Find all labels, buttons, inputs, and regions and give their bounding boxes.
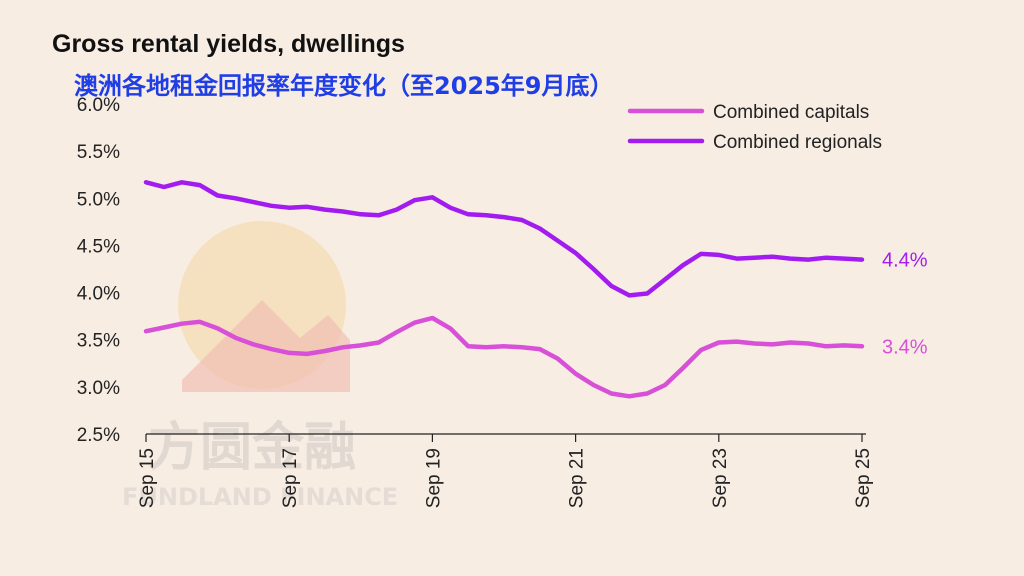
x-tick-label: Sep 21: [567, 448, 588, 508]
watermark-logo: 方圆金融 FUNDLAND FINANCE: [122, 221, 398, 511]
y-tick-label: 3.0%: [77, 378, 120, 399]
legend: Combined capitals Combined regionals: [627, 102, 882, 153]
chart-subtitle: 澳洲各地租金回报率年度变化（至2025年9月底）: [74, 72, 614, 100]
end-labels: 3.4% 4.4%: [882, 250, 928, 359]
legend-label: Combined capitals: [713, 102, 869, 123]
x-tick-label: Sep 23: [710, 448, 731, 508]
y-tick-label: 5.0%: [77, 189, 120, 210]
end-label-capitals: 3.4%: [882, 336, 928, 358]
chart-title: Gross rental yields, dwellings: [52, 30, 405, 58]
x-tick-marks: Sep 15 Sep 17 Sep 19 Sep 21 Sep 23 Sep 25: [137, 434, 874, 508]
watermark-text-en: FUNDLAND FINANCE: [122, 483, 398, 511]
series-lines: [143, 180, 865, 399]
x-tick-label: Sep 19: [423, 448, 444, 508]
x-tick-label: Sep 25: [853, 448, 874, 508]
y-tick-label: 3.5%: [77, 331, 120, 352]
y-tick-label: 6.0%: [77, 95, 120, 116]
y-tick-label: 4.0%: [77, 284, 120, 305]
x-tick-label: Sep 15: [137, 448, 158, 508]
y-tick-labels: 2.5% 3.0% 3.5% 4.0% 4.5% 5.0% 5.5% 6.0%: [77, 95, 120, 446]
y-tick-label: 4.5%: [77, 236, 120, 257]
series-line-regionals: [143, 180, 865, 298]
y-tick-label: 5.5%: [77, 142, 120, 163]
x-tick-label: Sep 17: [280, 448, 301, 508]
y-tick-label: 2.5%: [77, 425, 120, 446]
watermark-circle: [178, 221, 346, 389]
legend-label: Combined regionals: [713, 132, 882, 153]
series-line-capitals: [143, 315, 865, 399]
end-label-regionals: 4.4%: [882, 250, 928, 272]
watermark-text-cn: 方圆金融: [148, 418, 356, 478]
